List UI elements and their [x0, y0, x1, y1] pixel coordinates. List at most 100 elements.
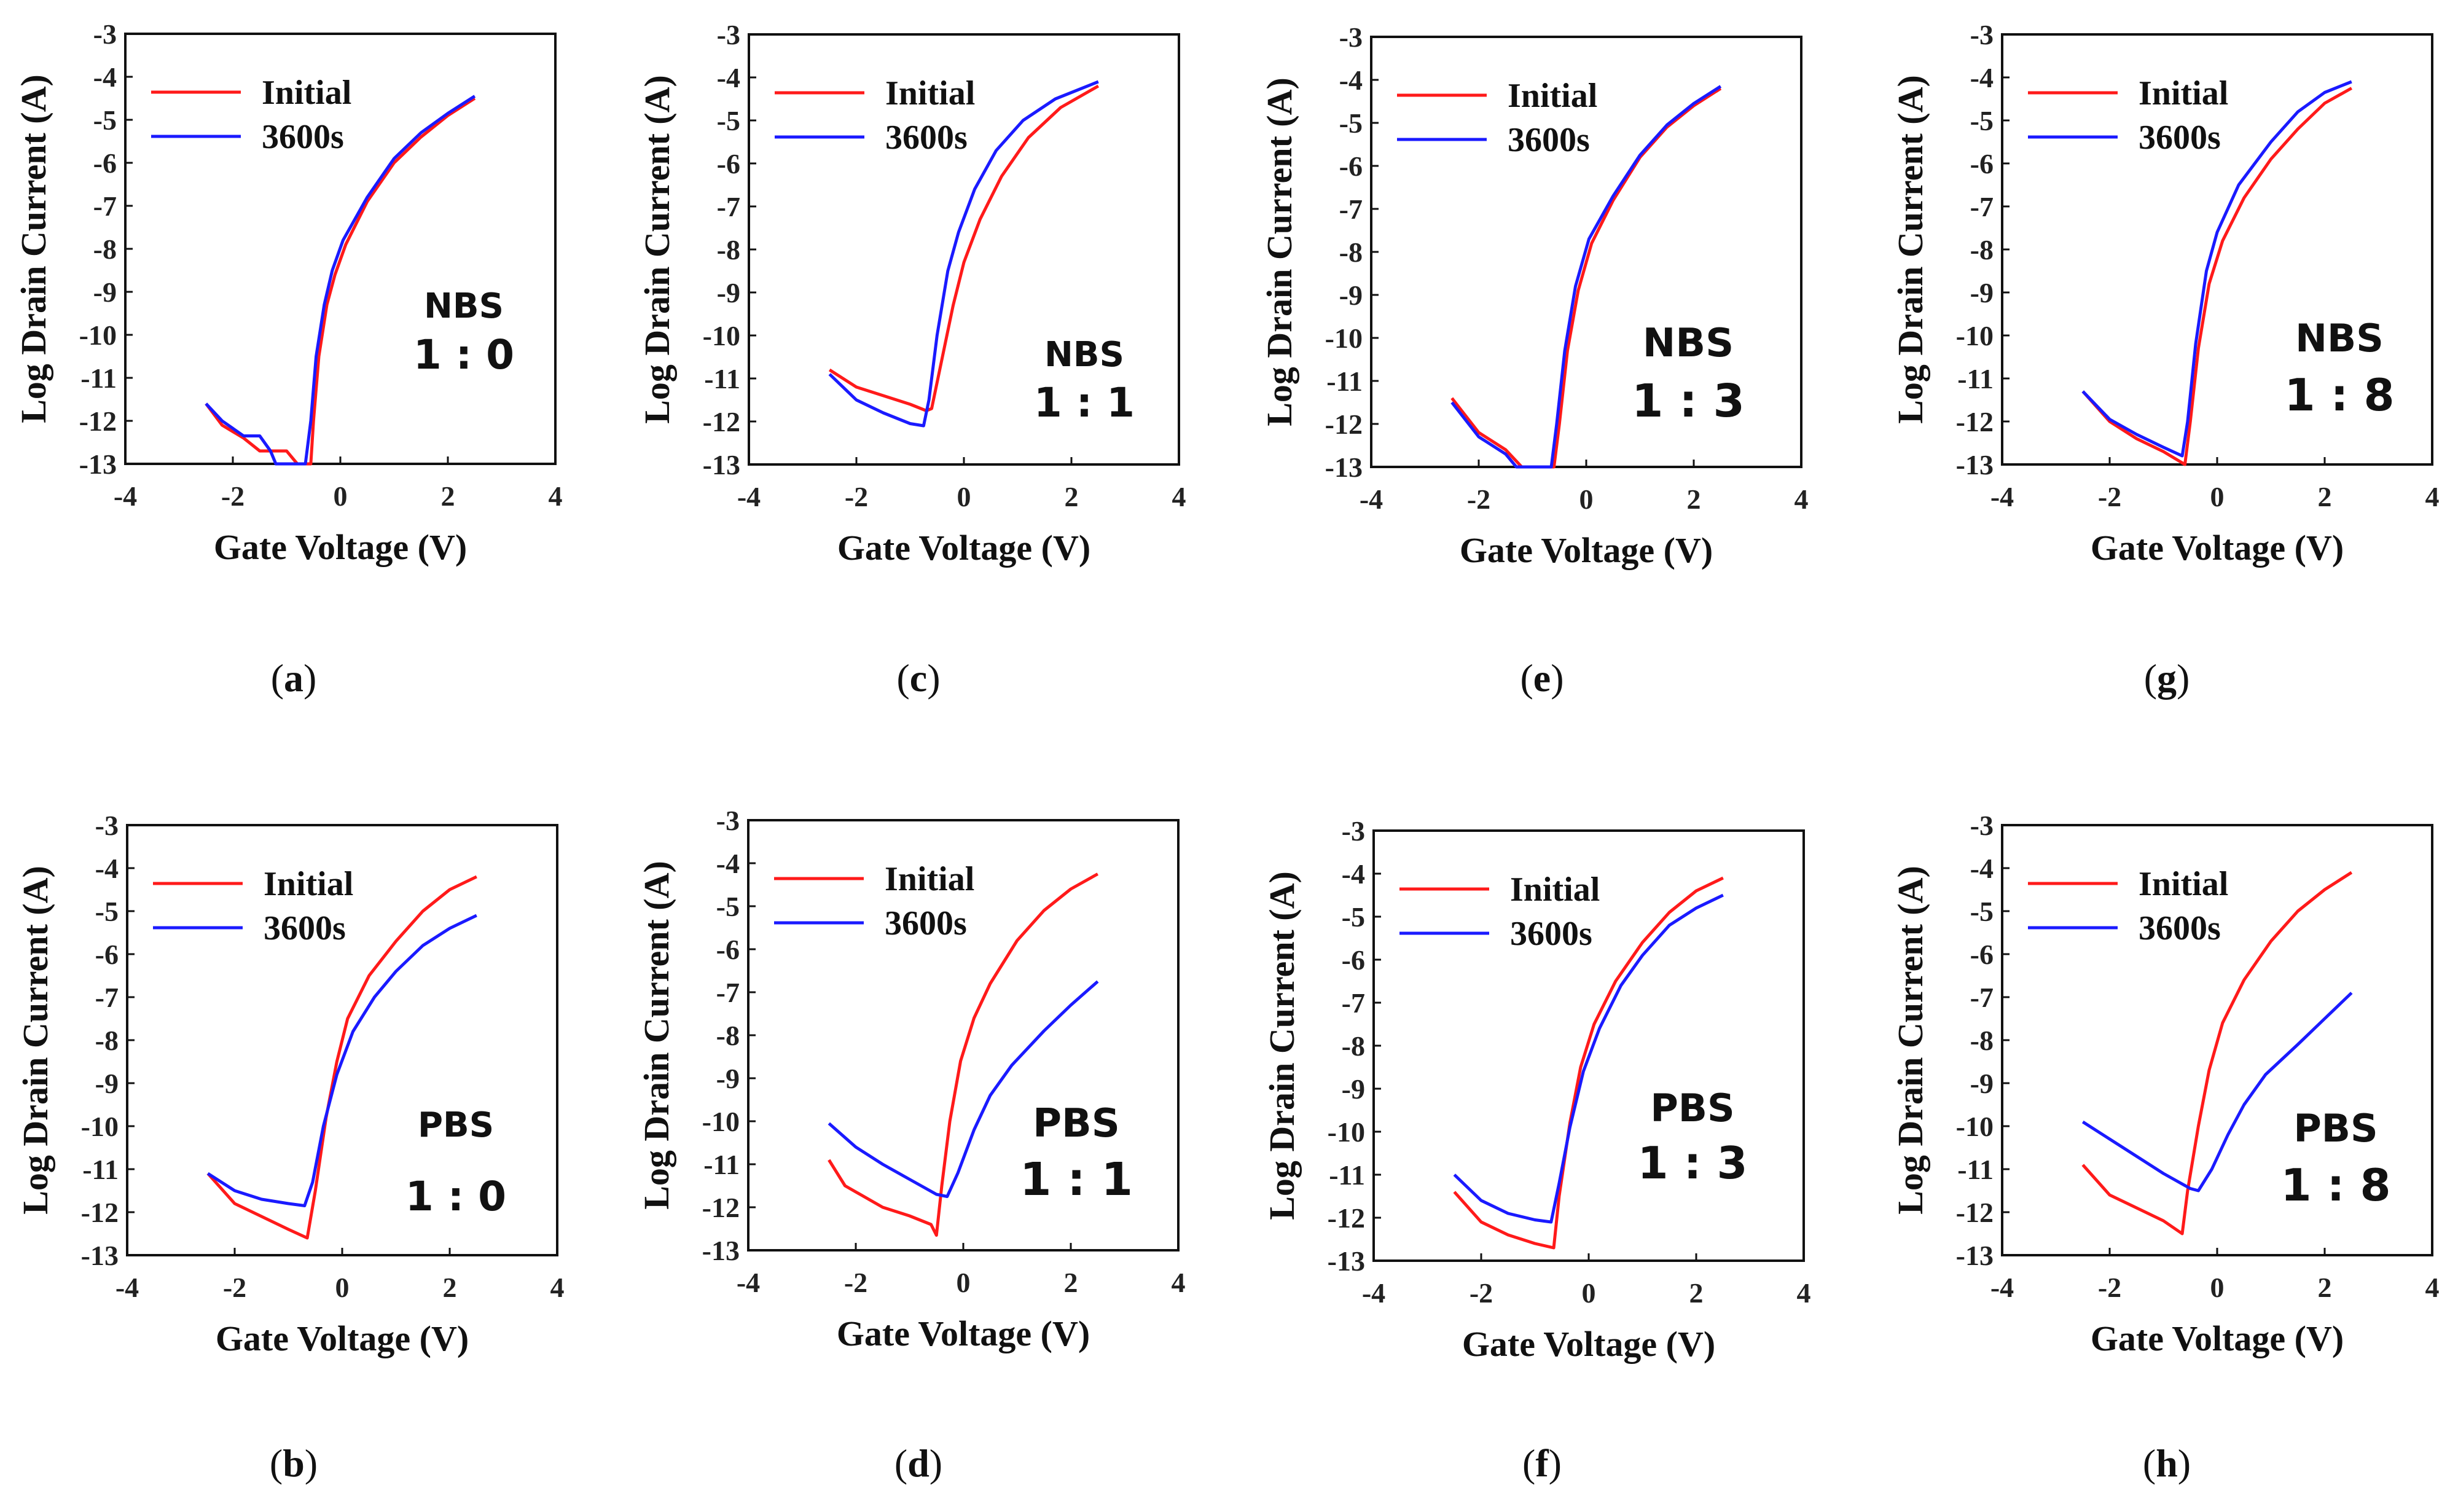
x-tick-label: -4: [737, 481, 761, 512]
y-tick-label: -10: [79, 319, 117, 351]
caption-letter: e: [1533, 656, 1551, 700]
series-line-3600s: [1453, 893, 1724, 1224]
y-tick-label: -9: [95, 1068, 119, 1099]
ratio-label: 1 : 8: [2284, 369, 2394, 421]
panel-caption: (a): [271, 656, 317, 700]
y-tick-label: -11: [704, 363, 740, 394]
ratio-label: 1 : 8: [2280, 1159, 2390, 1211]
legend-label: 3600s: [885, 119, 968, 157]
legend-label: Initial: [264, 865, 353, 903]
panel-caption: (f): [1522, 1441, 1562, 1485]
series-line-initial: [205, 96, 476, 466]
panel-h: -4 -2 0 2 4 -3 -4 -5 -6 -7 -8 -9 -10 -11 -12 -13 Gate Vo…: [1890, 810, 2440, 1485]
panel-b: -4 -2 0 2 4 -3 -4 -5 -6 -7 -8 -9 -10 -11 -12 -13 Gate Vo…: [15, 810, 565, 1485]
y-tick-label: -5: [717, 105, 740, 136]
panel-e: -4 -2 0 2 4 -3 -4 -5 -6 -7 -8 -9 -10 -11 -12 -13 Gate Vo…: [1259, 22, 1809, 700]
x-tick-label: 2: [2318, 1272, 2332, 1303]
y-tick-label: -12: [703, 406, 740, 437]
y-tick-label: -9: [716, 1063, 740, 1094]
x-tick-label: 4: [1172, 481, 1186, 512]
y-tick-label: -3: [1339, 22, 1363, 53]
x-tick-label: 2: [1064, 1267, 1078, 1298]
y-tick-label: -8: [1342, 1030, 1365, 1062]
y-tick-label: -7: [1339, 194, 1363, 225]
y-tick-label: -13: [81, 1240, 119, 1271]
ratio-label: 1 : 1: [1020, 1153, 1133, 1206]
x-axis-title: Gate Voltage (V): [2091, 528, 2344, 568]
panel-a: -4 -2 0 2 4 -3 -4 -5 -6 -7 -8 -9 -10 -11 -12 -13 Gate Vo…: [14, 18, 563, 700]
y-tick-label: -8: [1339, 237, 1363, 268]
y-tick-label: -3: [93, 18, 117, 50]
x-tick-label: 4: [1794, 484, 1809, 515]
y-tick-label: -12: [79, 405, 117, 437]
stress-type-label: NBS: [1044, 335, 1124, 375]
x-tick-label: 2: [1065, 481, 1079, 512]
x-tick-label: -4: [115, 1272, 139, 1303]
x-tick-label: -2: [221, 480, 245, 512]
x-axis-title: Gate Voltage (V): [216, 1318, 469, 1358]
legend-label: 3600s: [264, 909, 346, 947]
x-tick-label: -4: [114, 480, 137, 512]
caption-letter: b: [283, 1441, 305, 1485]
y-tick-label: -7: [93, 190, 117, 222]
y-tick-label: -10: [1325, 323, 1363, 354]
legend-label: Initial: [885, 860, 974, 898]
y-tick-label: -7: [1970, 191, 1994, 222]
y-tick-label: -5: [95, 896, 119, 927]
y-axis-title: Log Drain Current (A): [636, 861, 676, 1210]
x-tick-label: 2: [2318, 481, 2332, 512]
series-line-initial: [2081, 871, 2353, 1236]
y-tick-label: -3: [717, 19, 740, 50]
y-tick-label: -5: [1342, 901, 1365, 933]
legend-label: 3600s: [885, 904, 967, 942]
y-tick-label: -11: [1329, 1159, 1365, 1191]
y-tick-label: -8: [717, 234, 740, 265]
x-tick-label: 2: [441, 480, 455, 512]
x-tick-label: -4: [737, 1267, 760, 1298]
legend-label: 3600s: [1510, 915, 1592, 953]
caption-letter: h: [2156, 1441, 2178, 1485]
y-tick-label: -4: [93, 61, 117, 93]
y-tick-label: -12: [1328, 1202, 1365, 1234]
y-tick-label: -6: [95, 939, 119, 970]
x-tick-label: -2: [1470, 1277, 1493, 1309]
y-tick-label: -5: [93, 104, 117, 136]
y-tick-label: -8: [716, 1020, 740, 1051]
x-tick-label: -4: [1360, 484, 1383, 515]
y-axis-title: Log Drain Current (A): [1262, 871, 1302, 1220]
series-line-3600s: [2081, 80, 2352, 458]
stress-type-label: NBS: [424, 286, 504, 326]
legend-label: 3600s: [2139, 119, 2221, 157]
legend-label: 3600s: [262, 118, 344, 156]
y-tick-label: -8: [93, 233, 117, 265]
ratio-label: 1 : 0: [405, 1173, 506, 1220]
legend-label: Initial: [885, 74, 975, 112]
y-tick-label: -6: [93, 147, 117, 179]
x-tick-label: 4: [2425, 481, 2440, 512]
legend-label: Initial: [1510, 871, 1600, 909]
x-tick-label: -2: [2098, 481, 2121, 512]
x-tick-label: -2: [844, 1267, 867, 1298]
y-tick-label: -11: [1957, 363, 1994, 394]
y-tick-label: -9: [1970, 1068, 1994, 1099]
y-tick-label: -5: [716, 891, 740, 922]
panel-caption: (b): [270, 1441, 318, 1485]
ratio-label: 1 : 0: [413, 331, 514, 378]
panel-caption: (h): [2143, 1441, 2191, 1485]
y-tick-label: -8: [1970, 1025, 1994, 1056]
legend-label: Initial: [2139, 74, 2228, 112]
y-tick-label: -12: [702, 1192, 740, 1223]
x-tick-label: 4: [1797, 1277, 1811, 1309]
panel-g: -4 -2 0 2 4 -3 -4 -5 -6 -7 -8 -9 -10 -11 -12 -13 Gate Vo…: [1890, 19, 2440, 700]
y-tick-label: -6: [1342, 944, 1365, 976]
caption-letter: a: [284, 656, 303, 700]
y-tick-label: -4: [716, 848, 740, 879]
series-line-3600s: [2081, 992, 2353, 1193]
x-tick-label: 2: [1687, 484, 1701, 515]
y-tick-label: -13: [1956, 449, 1994, 480]
y-tick-label: -13: [702, 1235, 740, 1266]
x-tick-label: -2: [1467, 484, 1490, 515]
y-tick-label: -12: [1956, 406, 1994, 437]
panel-caption: (g): [2144, 656, 2190, 700]
x-tick-label: 2: [1689, 1277, 1704, 1309]
